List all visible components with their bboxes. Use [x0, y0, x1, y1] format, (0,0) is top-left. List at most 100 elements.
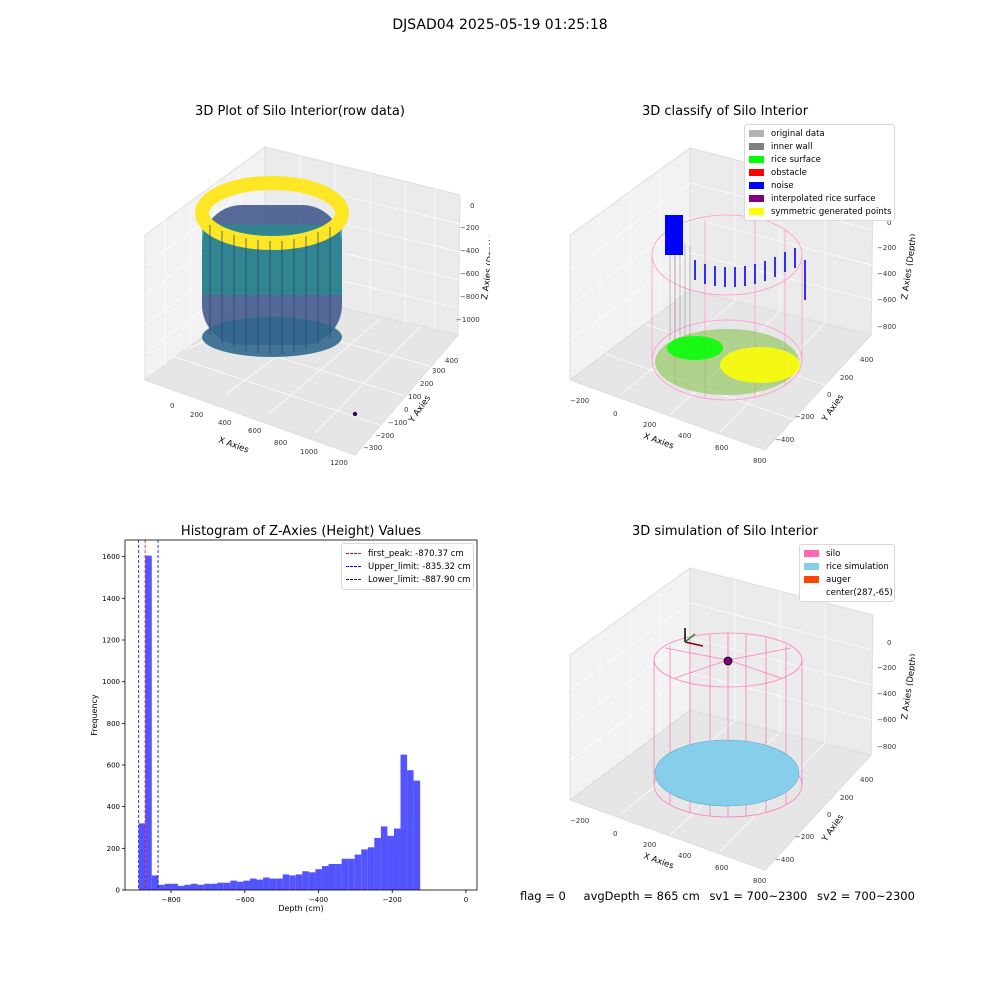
histogram-bar — [230, 880, 237, 890]
simulation-z-tick: −200 — [877, 664, 896, 672]
y-tick-label: 1400 — [102, 595, 120, 603]
y-tick-label: 0 — [116, 887, 120, 895]
simulation-x-tick: 200 — [643, 841, 656, 849]
legend-item: center(287,-65) — [804, 586, 893, 599]
histogram-bar — [308, 872, 316, 890]
flag-text: flag = 0 — [520, 889, 566, 903]
raw-z-tick: 0 — [470, 202, 474, 210]
legend-swatch — [749, 143, 764, 150]
histogram-bar — [145, 555, 152, 890]
simulation-z-tick: −600 — [877, 716, 896, 724]
classify-y-tick: −200 — [795, 413, 814, 421]
legend-label: silo — [826, 548, 841, 559]
x-tick-label: −400 — [309, 896, 328, 904]
simulation-x-ticks: −200 0 200 400 600 800 — [570, 817, 766, 885]
legend-label: interpolated rice surface — [771, 193, 876, 204]
legend-item: interpolated rice surface — [749, 192, 890, 205]
classify-z-tick: −800 — [877, 323, 896, 331]
y-tick-label: 1200 — [102, 637, 120, 645]
legend-label: rice simulation — [826, 561, 889, 572]
legend-item: auger — [804, 573, 890, 586]
x-tick-label: −200 — [383, 896, 402, 904]
legend-label: inner wall — [771, 141, 813, 152]
raw-outlier-point — [352, 411, 358, 417]
histogram-bar — [289, 875, 296, 890]
raw-x-tick: 400 — [218, 419, 231, 427]
classify-y-tick: 400 — [860, 356, 873, 364]
legend-item: original data — [749, 127, 890, 140]
raw-y-tick: 200 — [420, 380, 433, 388]
histogram-bar — [249, 878, 257, 890]
sv1-text: sv1 = 700~2300 — [709, 889, 808, 903]
histogram-bar — [407, 770, 414, 890]
raw-z-tick: −400 — [460, 247, 479, 255]
y-tick-label: 800 — [107, 720, 120, 728]
histogram-bar — [204, 883, 211, 890]
simulation-y-tick: −400 — [775, 856, 794, 864]
histogram-bar — [164, 883, 172, 890]
x-tick-label: −800 — [161, 896, 180, 904]
raw-point-cloud — [195, 176, 358, 417]
raw-x-tick: 1000 — [300, 448, 318, 456]
legend-item: symmetric generated points — [749, 205, 892, 218]
raw-z-label: Z Axies (Depth) — [480, 233, 490, 300]
histogram-bar — [335, 863, 342, 890]
histogram-bar — [223, 882, 231, 890]
legend-label: symmetric generated points — [771, 206, 892, 217]
simulation-axes-icon — [684, 628, 704, 647]
simulation-legend: silo rice simulation auger center(287,-6… — [799, 544, 895, 602]
classify-x-tick: 400 — [678, 432, 691, 440]
raw-panel-title: 3D Plot of Silo Interior(row data) — [195, 104, 405, 119]
simulation-x-label: X Axies — [642, 851, 675, 871]
simulation-z-tick: −400 — [877, 690, 896, 698]
simulation-center-marker — [723, 656, 733, 666]
legend-item: Lower_limit: -887.90 cm — [346, 573, 470, 586]
raw-z-tick: −1000 — [456, 316, 480, 324]
histogram-bar — [374, 837, 381, 890]
raw-cloud-bottom — [202, 317, 342, 357]
histogram-bar — [354, 854, 362, 890]
legend-swatch — [804, 563, 819, 570]
classify-x-ticks: −200 0 200 400 600 800 — [570, 397, 766, 465]
legend-item: Upper_limit: -835.32 cm — [346, 560, 471, 573]
raw-x-label: X Axies — [217, 435, 250, 455]
classify-rice-surface — [655, 329, 800, 395]
raw-y-tick: 300 — [432, 367, 445, 375]
legend-label: Upper_limit: -835.32 cm — [368, 561, 471, 572]
legend-label: noise — [771, 180, 794, 191]
histogram-bar — [256, 879, 264, 890]
figure-title: DJSAD04 2025-05-19 01:25:18 — [392, 17, 608, 33]
raw-x-tick: 0 — [170, 402, 174, 410]
histogram-bar — [341, 858, 349, 890]
classify-y-ticks: −400 −200 0 200 400 — [775, 356, 873, 444]
histogram-bar — [393, 828, 401, 890]
simulation-grid — [569, 580, 874, 853]
legend-swatch — [749, 130, 764, 137]
histogram-bar — [387, 835, 394, 890]
histogram-bar — [210, 883, 218, 890]
raw-y-tick: −300 — [363, 444, 382, 452]
simulation-z-label: Z Axies (Depth) — [900, 653, 915, 720]
histogram-bar — [263, 877, 270, 890]
legend-swatch — [749, 182, 764, 189]
simulation-y-ticks: −400 −200 0 200 400 — [775, 776, 873, 864]
legend-swatch — [749, 195, 764, 202]
simulation-x-tick: 400 — [678, 852, 691, 860]
legend-swatch — [804, 576, 819, 583]
legend-item: silo — [804, 547, 890, 560]
simulation-panel-title: 3D simulation of Silo Interior — [632, 524, 818, 539]
histogram-bar — [184, 884, 192, 890]
classify-z-tick: −400 — [877, 270, 896, 278]
legend-swatch — [804, 550, 819, 557]
classify-legend: original data inner wall rice surface ob… — [744, 124, 895, 221]
classify-z-tick: −600 — [877, 296, 896, 304]
legend-item: inner wall — [749, 140, 890, 153]
raw-y-tick: −200 — [375, 432, 394, 440]
raw-z-tick: −200 — [460, 224, 479, 232]
raw-z-ticks: 0 −200 −400 −600 −800 −1000 — [456, 202, 480, 324]
legend-swatch — [804, 589, 819, 596]
simulation-x-tick: 0 — [613, 830, 617, 838]
histogram-title: Histogram of Z-Axies (Height) Values — [180, 524, 422, 539]
legend-swatch — [346, 553, 361, 554]
legend-item: rice simulation — [804, 560, 890, 573]
